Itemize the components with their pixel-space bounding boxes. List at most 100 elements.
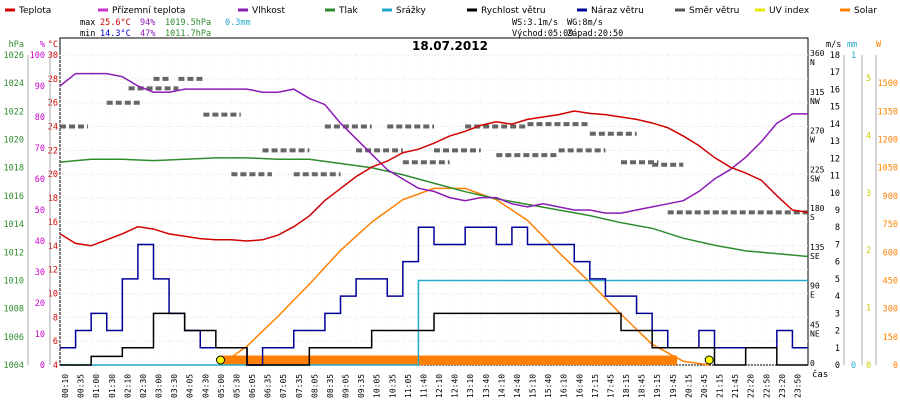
axis-tick: 15 <box>830 103 840 113</box>
axis-tick: 1 <box>835 344 840 354</box>
x-axis-unit: čas <box>812 369 828 380</box>
axis-tick: 180 <box>810 204 825 213</box>
axis-tick: 16 <box>830 85 840 95</box>
axis-tick: 150 <box>883 333 898 343</box>
axis-tick: S <box>810 213 815 222</box>
axis-tick: 0 <box>835 361 840 371</box>
axis-tick: 13 <box>830 137 840 147</box>
series-lines <box>59 72 809 366</box>
x-tick-label: 18:45 <box>638 374 647 398</box>
axis-tick: 6 <box>53 337 58 347</box>
axis-tick: 2 <box>835 327 840 337</box>
legend: Teplota Přízemní teplota Vlhkost Tlak Srážky… <box>5 6 877 16</box>
sun-marker <box>704 355 714 365</box>
x-tick-label: 18:15 <box>622 374 631 398</box>
wind-speed-line <box>60 312 808 366</box>
legend-label: UV index <box>769 6 810 16</box>
axis-tick: 4 <box>53 361 58 371</box>
x-tick-label: 22:20 <box>747 374 756 398</box>
axis-tick: 1004 <box>4 361 24 371</box>
axis-tick: 1022 <box>4 107 24 117</box>
axis-tick: 1350 <box>878 107 898 117</box>
x-tick-label: 16:10 <box>560 374 569 398</box>
axis-tick: 5 <box>835 275 840 285</box>
legend-label: Náraz větru <box>591 6 644 16</box>
x-tick-label: 01:00 <box>92 374 101 398</box>
axis-tick: 45 <box>810 320 820 329</box>
axis-tick: 80 <box>35 113 45 123</box>
x-tick-label: 07:05 <box>279 374 288 398</box>
x-tick-label: 11:40 <box>419 374 428 398</box>
axis-tick: 10 <box>35 330 45 340</box>
x-tick-label: 14:10 <box>497 374 506 398</box>
legend-label: Rychlost větru <box>481 6 546 16</box>
plot-area <box>59 37 809 366</box>
x-tick-label: 05:00 <box>217 374 226 398</box>
x-axis: 00:10 00:35 01:00 01:30 02:10 02:30 03:00 03:30… <box>61 374 802 398</box>
x-tick-label: 17:45 <box>606 374 615 398</box>
chart-title: 18.07.2012 <box>412 39 488 53</box>
axis-unit: m/s <box>826 40 841 50</box>
solar-fill <box>220 355 678 365</box>
x-tick-label: 19:15 <box>653 374 662 398</box>
humidity-line <box>59 72 808 214</box>
legend-label: Tlak <box>338 6 359 16</box>
axis-tick: 14 <box>48 242 58 252</box>
stat-text: WG:8m/s <box>567 18 603 28</box>
x-tick-label: 15:40 <box>544 374 553 398</box>
stat-text: 1011.7hPa <box>165 29 211 39</box>
x-tick-label: 02:10 <box>123 374 132 398</box>
axis-tick: 1012 <box>4 248 24 258</box>
x-tick-label: 15:10 <box>529 374 538 398</box>
axis-tick: 30 <box>48 51 58 61</box>
x-tick-label: 00:10 <box>61 374 70 398</box>
axis-tick: 8 <box>53 313 58 323</box>
axis-tick: NE <box>810 329 820 338</box>
sun-marker <box>216 355 226 365</box>
axis-tick: 1020 <box>4 136 24 146</box>
x-tick-label: 04:30 <box>201 374 210 398</box>
axis-tick: 0 <box>851 361 856 371</box>
legend-label: Vlhkost <box>252 6 285 16</box>
x-tick-label: 09:05 <box>342 374 351 398</box>
x-tick-label: 13:10 <box>466 374 475 398</box>
x-tick-label: 13:40 <box>482 374 491 398</box>
axis-unit: hPa <box>9 40 24 50</box>
stat-text: Západ:20:50 <box>567 29 623 39</box>
axis-tick: 3 <box>835 309 840 319</box>
axis-tick: 18 <box>48 194 58 204</box>
x-tick-label: 14:40 <box>513 374 522 398</box>
x-tick-label: 03:30 <box>170 374 179 398</box>
x-tick-label: 16:40 <box>575 374 584 398</box>
axis-tick: 90 <box>35 82 45 92</box>
stat-text: min <box>80 29 95 39</box>
legend-label: Srážky <box>396 6 427 16</box>
legend-label: Solar <box>854 6 877 16</box>
axis-tick: 135 <box>810 243 825 252</box>
axis-tick: 600 <box>883 248 898 258</box>
axis-tick: 1026 <box>4 51 24 61</box>
axis-tick: 4 <box>866 131 871 141</box>
axis-tick: 60 <box>35 175 45 185</box>
axis-tick: 1200 <box>878 136 898 146</box>
axis-tick: 1024 <box>4 79 24 89</box>
temperature-line <box>59 110 809 247</box>
axis-tick: 2 <box>866 246 871 256</box>
stat-text: 94% <box>140 18 155 28</box>
axis-tick: 12 <box>830 154 840 164</box>
x-tick-label: 19:45 <box>669 374 678 398</box>
axis-tick: SE <box>810 252 820 261</box>
axis-tick: 24 <box>48 123 58 133</box>
axis-tick: 750 <box>883 220 898 230</box>
axis-unit: mm <box>847 40 857 50</box>
x-tick-label: 21:15 <box>716 374 725 398</box>
x-tick-label: 17:15 <box>591 374 600 398</box>
axis-tick: 1500 <box>878 79 898 89</box>
stat-text: 47% <box>140 29 155 39</box>
axis-tick: 5 <box>866 74 871 84</box>
axis-tick: 50 <box>35 206 45 216</box>
axis-tick: 17 <box>830 68 840 78</box>
axis-tick: 9 <box>835 206 840 216</box>
axis-tick: 0 <box>893 361 898 371</box>
axis-tick: 1018 <box>4 164 24 174</box>
